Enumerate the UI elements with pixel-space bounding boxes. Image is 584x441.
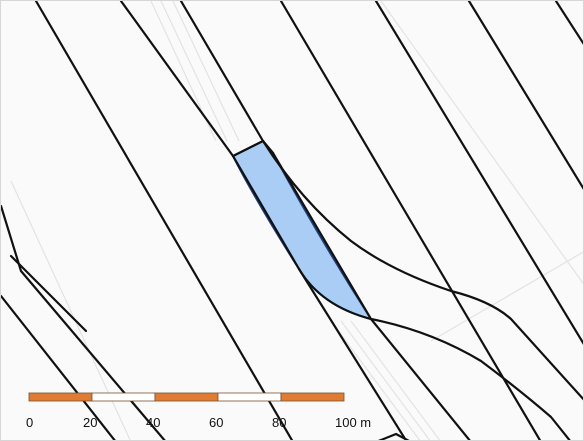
road-center-line: [160, 1, 228, 142]
scale-bar-segment: [217, 392, 282, 402]
scale-bar-label: 60: [209, 415, 223, 430]
parcel-boundary-line[interactable]: [261, 139, 584, 401]
scale-bar-segment: [28, 392, 93, 402]
parcel-boundary-line[interactable]: [179, 1, 265, 143]
scale-bar: 0 20 40 60 80 100 m: [26, 392, 371, 430]
parcel-boundary-line[interactable]: [467, 1, 584, 191]
faint-road-lines: [10, 1, 583, 440]
scale-bar-labels: 0 20 40 60 80 100 m: [26, 415, 371, 430]
parcel-boundary-line[interactable]: [279, 1, 542, 441]
scale-bar-label: 80: [272, 415, 286, 430]
road-center-line: [430, 251, 583, 342]
road-edge-line: [330, 320, 421, 440]
parcel-boundary-line[interactable]: [9, 254, 88, 333]
parcel-boundary-line[interactable]: [369, 317, 471, 441]
parcel-boundary-line[interactable]: [376, 432, 411, 441]
scale-bar-label: 40: [146, 415, 160, 430]
parcel-boundary-line[interactable]: [34, 1, 294, 441]
scale-bar-segments: [28, 392, 345, 402]
road-edge-line: [172, 1, 240, 142]
parcel-boundary-line[interactable]: [1, 294, 116, 441]
road-edge-line: [350, 320, 441, 440]
scale-bar-segment: [154, 392, 219, 402]
parcel-boundary-line[interactable]: [374, 1, 584, 346]
parcel-boundary-line[interactable]: [554, 1, 584, 46]
parcel-boundary-line[interactable]: [271, 151, 571, 441]
scale-bar-segment: [280, 392, 345, 402]
scale-bar-label: 0: [26, 415, 33, 430]
road-center-line: [340, 320, 431, 440]
parcel-boundary-line[interactable]: [297, 267, 408, 441]
track-line: [380, 1, 583, 285]
scale-bar-label: 100 m: [335, 415, 371, 430]
scale-bar-label: 20: [83, 415, 97, 430]
scale-bar-segment: [91, 392, 156, 402]
parcel-boundary-line[interactable]: [1, 204, 166, 441]
road-center-line: [10, 180, 131, 440]
highlighted-parcel[interactable]: [231, 139, 374, 321]
